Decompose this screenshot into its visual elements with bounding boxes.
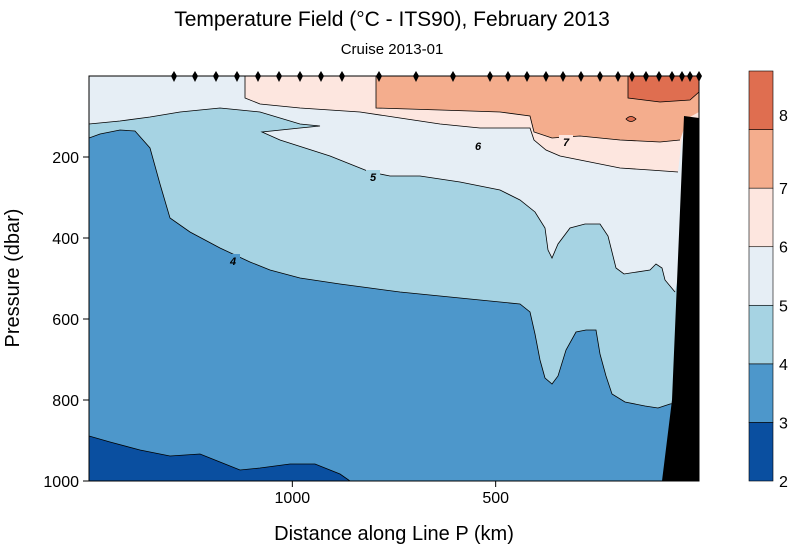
colorbar-swatch: [748, 187, 774, 248]
station-marker: [679, 71, 685, 82]
contour-line-5: [89, 107, 676, 293]
contour-label-6: 6: [475, 141, 482, 153]
x-tick-label: 500: [482, 490, 509, 507]
station-marker: [276, 71, 282, 82]
chart-subtitle: Cruise 2013-01: [341, 41, 444, 58]
station-marker: [255, 71, 261, 82]
colorbar: 2 3 4 5 6 7 8: [748, 70, 788, 491]
contour-line-6: [244, 76, 679, 173]
colorbar-tick-label: 3: [779, 415, 788, 432]
station-marker: [213, 71, 219, 82]
station-marker: [643, 71, 649, 82]
y-tick-label: 800: [52, 393, 79, 410]
station-marker: [297, 71, 303, 82]
band-2-3: [89, 436, 350, 481]
x-axis-label: Distance along Line P (km): [274, 523, 514, 545]
y-tick-label: 1000: [43, 474, 79, 491]
contour-labels: 4 5 6 7: [226, 135, 573, 268]
band-7-8: [376, 76, 699, 142]
station-marker: [629, 71, 635, 82]
station-marker: [578, 71, 584, 82]
contour-line-4: [89, 129, 699, 409]
colorbar-tick-label: 2: [779, 474, 788, 491]
station-marker: [687, 71, 693, 82]
contour-line-8: [627, 76, 699, 103]
contour-lines: [89, 76, 699, 481]
contour-label-4: 4: [229, 256, 236, 268]
station-marker: [413, 71, 419, 82]
colorbar-tick-label: 4: [779, 357, 788, 374]
station-marker: [376, 71, 382, 82]
station-marker: [669, 71, 675, 82]
station-marker: [597, 71, 603, 82]
station-marker: [318, 71, 324, 82]
x-axis: 1000 500: [275, 481, 509, 507]
station-marker: [234, 71, 240, 82]
x-tick-label: 1000: [275, 490, 311, 507]
colorbar-tick-label: 7: [779, 181, 788, 198]
contour-line-8-spot: [625, 116, 637, 122]
y-tick-label: 200: [52, 150, 79, 167]
colorbar-swatch: [748, 246, 774, 306]
colorbar-swatch: [748, 129, 774, 189]
bathymetry: [662, 116, 699, 481]
plot-area: 4 5 6 7: [89, 76, 699, 481]
y-axis-label: Pressure (dbar): [2, 209, 24, 348]
chart-title: Temperature Field (°C - ITS90), February…: [174, 8, 610, 31]
colorbar-tick-label: 6: [779, 240, 788, 257]
band-8-plus-spot: [626, 116, 636, 122]
contour-line-7: [375, 76, 681, 143]
station-marker: [339, 71, 345, 82]
colorbar-tick-label: 8: [779, 108, 788, 125]
colorbar-swatch: [748, 304, 774, 365]
contour-label-7: 7: [563, 137, 570, 149]
station-markers: [171, 71, 702, 82]
colorbar-swatch: [748, 422, 774, 482]
station-marker: [505, 71, 511, 82]
station-marker: [450, 71, 456, 82]
station-marker: [524, 71, 530, 82]
station-marker: [487, 71, 493, 82]
station-marker: [615, 71, 621, 82]
plot-frame: [88, 75, 700, 482]
contour-line-3: [89, 435, 351, 481]
y-axis: 200 400 600 800 1000: [43, 150, 89, 491]
y-tick-label: 600: [52, 312, 79, 329]
colorbar-swatch: [748, 363, 774, 423]
station-marker: [560, 71, 566, 82]
station-marker: [543, 71, 549, 82]
band-8-plus: [628, 76, 699, 102]
station-marker: [171, 71, 177, 82]
station-marker: [696, 71, 702, 82]
band-3-4: [89, 130, 699, 481]
colorbar-swatch: [748, 70, 774, 130]
contour-label-5: 5: [370, 172, 377, 184]
station-marker: [656, 71, 662, 82]
colorbar-tick-label: 5: [779, 298, 788, 315]
y-tick-label: 400: [52, 231, 79, 248]
station-marker: [192, 71, 198, 82]
